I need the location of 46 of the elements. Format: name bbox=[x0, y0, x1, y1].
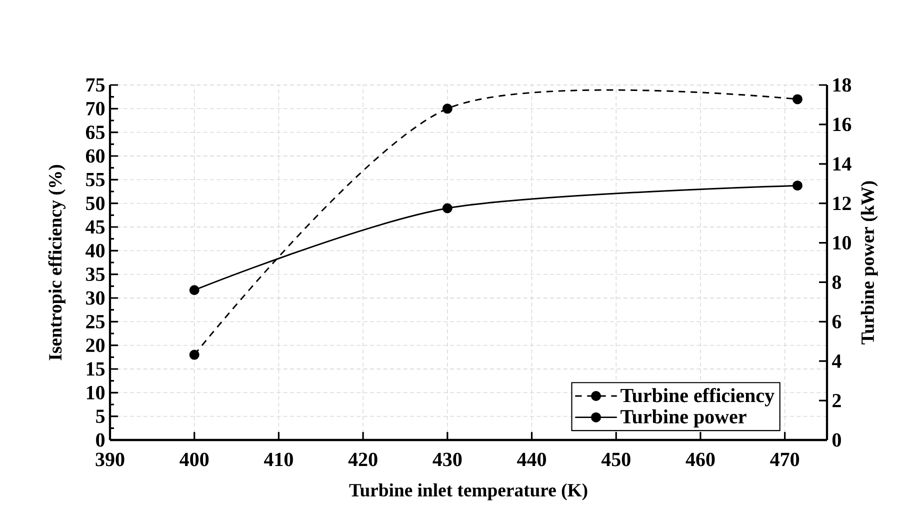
y2-tick-label: 6 bbox=[832, 314, 842, 328]
y-tick-label: 55 bbox=[86, 173, 105, 186]
y-tick-label: 75 bbox=[86, 78, 105, 92]
y-tick-label: 10 bbox=[86, 386, 105, 400]
y-tick-label: 15 bbox=[86, 362, 105, 376]
point bbox=[792, 94, 802, 104]
y2-tick-label: 8 bbox=[832, 275, 842, 289]
y-tick-label: 70 bbox=[86, 102, 105, 116]
x-tick-label: 440 bbox=[517, 452, 546, 466]
y2-tick-label: 14 bbox=[833, 157, 852, 170]
y-tick-label: 40 bbox=[86, 244, 105, 258]
point bbox=[442, 203, 452, 214]
point bbox=[189, 350, 200, 360]
y-tick-label: 35 bbox=[86, 268, 105, 282]
y-tick-label: 5 bbox=[96, 410, 105, 423]
x-tick-label: 450 bbox=[601, 452, 630, 466]
y-tick-label: 65 bbox=[86, 126, 105, 140]
x-tick-label: 470 bbox=[770, 452, 800, 466]
legend-label: Turbine efficiency bbox=[620, 388, 774, 406]
x-tick-label: 410 bbox=[264, 452, 293, 466]
x-tick-label: 400 bbox=[180, 452, 209, 466]
y-tick-label: 25 bbox=[86, 314, 105, 328]
x-tick-label: 390 bbox=[96, 452, 124, 466]
point bbox=[792, 180, 802, 191]
y2-tick-label: 18 bbox=[833, 78, 852, 92]
x-tick-label: 420 bbox=[348, 452, 378, 466]
y2-tick-label: 12 bbox=[833, 196, 851, 210]
y2-tick-label: 16 bbox=[833, 118, 852, 132]
y-axis-title: Isentropic efficiency (%) bbox=[48, 165, 66, 360]
y-tick-label: 20 bbox=[86, 338, 105, 352]
y2-axis-title: Turbine power (kW) bbox=[860, 181, 878, 344]
x-axis-title: Turbine inlet temperature (K) bbox=[349, 483, 588, 500]
y2-tick-label: 10 bbox=[833, 236, 851, 250]
point bbox=[189, 285, 200, 296]
y2-tick-label: 0 bbox=[832, 433, 841, 447]
legend-label: Turbine power bbox=[620, 409, 746, 428]
point bbox=[442, 104, 452, 114]
y-tick-label: 45 bbox=[86, 220, 105, 234]
y-tick-label: 0 bbox=[96, 433, 105, 447]
y2-tick-label: 2 bbox=[832, 394, 841, 408]
x-tick-label: 430 bbox=[432, 452, 462, 466]
y2-tick-label: 4 bbox=[832, 354, 842, 368]
y-tick-label: 50 bbox=[86, 196, 105, 210]
y-tick-label: 30 bbox=[86, 291, 105, 305]
y-tick-label: 60 bbox=[86, 149, 105, 163]
x-tick-label: 460 bbox=[686, 452, 715, 466]
